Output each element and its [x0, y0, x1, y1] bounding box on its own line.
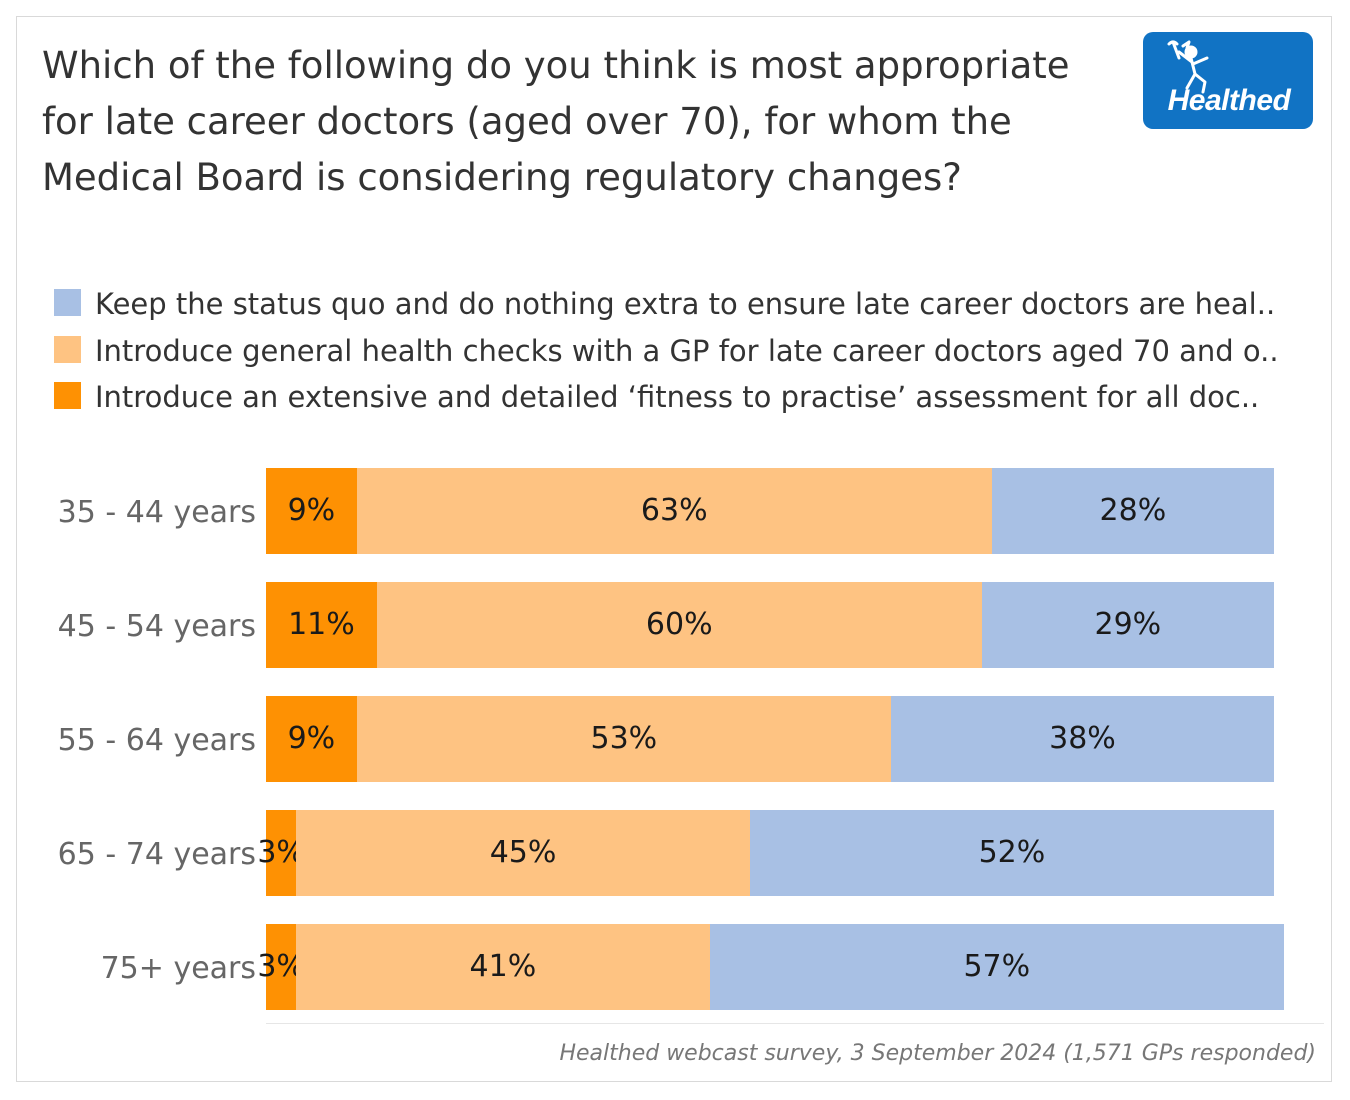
- bar-segment[interactable]: [266, 468, 357, 554]
- bar-segment[interactable]: [376, 582, 982, 668]
- category-label: 55 - 64 years: [57, 723, 256, 758]
- bar-segment[interactable]: [266, 696, 357, 782]
- bar-segment[interactable]: [266, 810, 297, 896]
- legend-label: Keep the status quo and do nothing extra…: [95, 287, 1276, 321]
- bar-segment[interactable]: [296, 810, 750, 896]
- legend-swatch: [54, 336, 81, 363]
- bar-segment[interactable]: [981, 582, 1274, 668]
- bar-segment[interactable]: [266, 582, 377, 668]
- bar-value-label: 38%: [1049, 721, 1116, 756]
- hermes-figure-icon: [1167, 40, 1209, 94]
- legend-label: Introduce an extensive and detailed ‘fit…: [95, 380, 1260, 414]
- bar-segment[interactable]: [709, 924, 1285, 1010]
- category-label: 45 - 54 years: [57, 609, 256, 644]
- bar-segment[interactable]: [749, 810, 1274, 896]
- bar-value-label: 11%: [288, 607, 355, 642]
- legend-label: Introduce general health checks with a G…: [95, 334, 1279, 368]
- bar-value-label: 57%: [963, 949, 1031, 984]
- bar-value-label: 41%: [469, 949, 537, 984]
- legend-item-status-quo[interactable]: Keep the status quo and do nothing extra…: [54, 282, 1314, 328]
- legend-item-general-health-checks[interactable]: Introduce general health checks with a G…: [54, 329, 1314, 375]
- category-label: 75+ years: [100, 951, 256, 986]
- legend-swatch: [54, 289, 81, 316]
- bar-segment[interactable]: [356, 696, 891, 782]
- bar-segment[interactable]: [890, 696, 1274, 782]
- bar-segment[interactable]: [356, 468, 992, 554]
- bar-value-label: 53%: [590, 721, 658, 756]
- axis-baseline: [266, 1023, 1324, 1024]
- bar-segment[interactable]: [991, 468, 1274, 554]
- bar-value-label: 9%: [287, 721, 336, 756]
- bar-value-label: 9%: [287, 493, 336, 528]
- bar-value-label: 45%: [489, 835, 557, 870]
- bar-value-label: 28%: [1099, 493, 1167, 528]
- logo-text: Healthed: [1167, 84, 1291, 117]
- category-label: 65 - 74 years: [57, 837, 256, 872]
- category-label: 35 - 44 years: [57, 495, 256, 530]
- source-note: Healthed webcast survey, 3 September 202…: [559, 1041, 1316, 1066]
- healthed-logo: Healthed: [1143, 32, 1313, 129]
- bar-value-label: 29%: [1094, 607, 1162, 642]
- bar-value-label: 63%: [640, 493, 708, 528]
- chart-title: Which of the following do you think is m…: [42, 44, 1070, 199]
- legend-swatch: [54, 382, 81, 409]
- bar-segment[interactable]: [296, 924, 710, 1010]
- bar-segment[interactable]: [266, 924, 297, 1010]
- legend-item-fitness-assessment[interactable]: Introduce an extensive and detailed ‘fit…: [54, 375, 1314, 421]
- bar-value-label: 52%: [978, 835, 1046, 870]
- bar-value-label: 60%: [645, 607, 713, 642]
